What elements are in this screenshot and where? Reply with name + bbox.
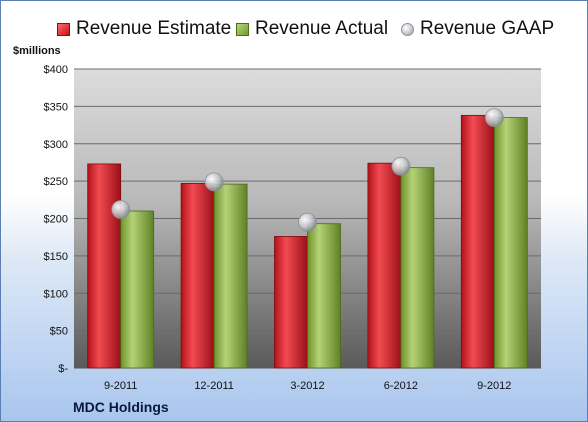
x-tick-label: 9-2011 bbox=[104, 380, 137, 392]
marker-revenue-gaap bbox=[111, 200, 131, 219]
bar-revenue-actual bbox=[213, 183, 248, 369]
x-tick-label: 6-2012 bbox=[384, 380, 418, 392]
legend-item-actual: Revenue Actual bbox=[236, 15, 388, 43]
legend-label-gaap: Revenue GAAP bbox=[420, 18, 555, 39]
legend-swatch-actual bbox=[236, 22, 249, 36]
x-tick-label: 9-2012 bbox=[477, 380, 511, 392]
y-tick-label: $- bbox=[58, 363, 68, 375]
legend: Revenue Estimate Revenue Actual Revenue … bbox=[1, 15, 587, 43]
y-tick-label: $350 bbox=[44, 101, 68, 113]
marker-revenue-gaap bbox=[204, 172, 224, 192]
marker-revenue-gaap bbox=[298, 212, 317, 232]
x-tick-label: 3-2012 bbox=[290, 380, 324, 392]
legend-item-estimate: Revenue Estimate bbox=[57, 15, 231, 43]
bar-revenue-estimate bbox=[180, 182, 215, 369]
bar-revenue-estimate bbox=[367, 162, 402, 369]
company-name: MDC Holdings bbox=[73, 399, 169, 415]
legend-label-estimate: Revenue Estimate bbox=[76, 18, 232, 39]
bar-revenue-actual bbox=[400, 167, 435, 369]
bar-revenue-actual bbox=[307, 223, 341, 369]
y-tick-label: $300 bbox=[44, 139, 68, 151]
marker-revenue-gaap bbox=[484, 108, 504, 127]
bar-revenue-estimate bbox=[274, 236, 308, 369]
bar-revenue-estimate bbox=[460, 114, 495, 369]
marker-revenue-gaap bbox=[391, 156, 411, 176]
y-tick-label: $400 bbox=[44, 64, 68, 76]
legend-label-actual: Revenue Actual bbox=[255, 18, 389, 39]
legend-swatch-estimate bbox=[57, 22, 70, 36]
x-tick-label: 12-2011 bbox=[194, 380, 234, 392]
legend-swatch-gaap bbox=[401, 22, 414, 36]
bar-revenue-actual bbox=[120, 210, 155, 369]
bar-revenue-estimate bbox=[87, 163, 122, 369]
y-tick-label: $250 bbox=[44, 176, 68, 188]
legend-item-gaap: Revenue GAAP bbox=[401, 15, 554, 43]
y-tick-label: $100 bbox=[44, 288, 68, 300]
y-tick-label: $200 bbox=[44, 214, 68, 226]
y-tick-label: $150 bbox=[44, 251, 68, 263]
y-axis-unit-label: $millions bbox=[13, 45, 61, 57]
bar-revenue-actual bbox=[493, 117, 528, 369]
y-tick-label: $50 bbox=[50, 326, 68, 338]
